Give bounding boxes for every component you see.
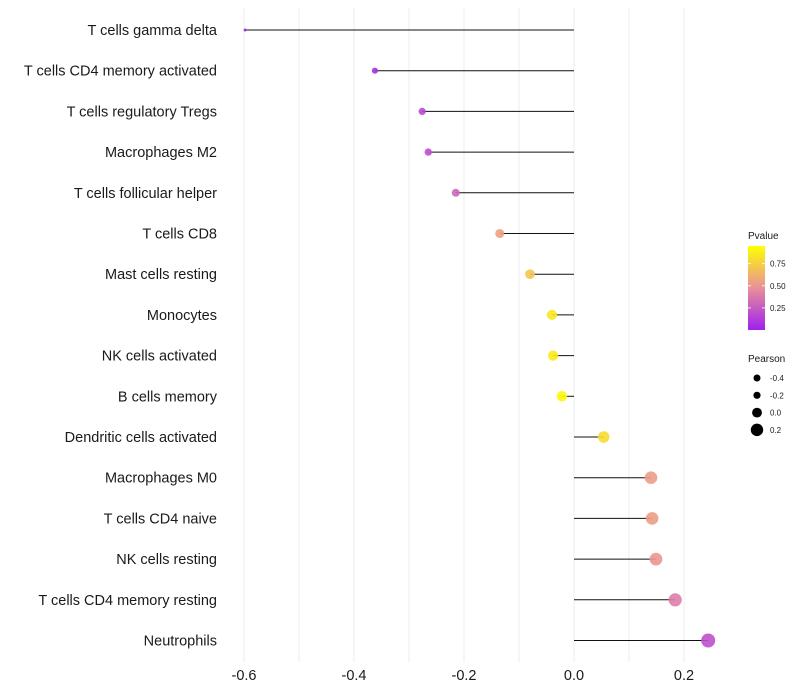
lollipop-point [644, 471, 658, 485]
grid-lines [243, 8, 685, 662]
category-label: NK cells activated [102, 349, 217, 365]
x-tick-label: -0.4 [342, 668, 367, 684]
size-legend-title: Pearson [748, 354, 785, 365]
size-legend-label: 0.2 [770, 426, 782, 435]
lollipop-point [546, 309, 558, 321]
category-label: T cells regulatory Tregs [67, 104, 217, 120]
lollipop-point [424, 148, 432, 156]
lollipop-point [645, 512, 659, 525]
category-label: B cells memory [118, 389, 218, 405]
color-legend-ticks: 0.75 0.50 0.25 [748, 260, 786, 313]
legend: Pvalue 0.75 0.50 0.25 Pearson -0.4 -0.2 0.0 0… [748, 231, 786, 437]
category-label: Macrophages M0 [105, 471, 217, 487]
lollipop-point [243, 28, 247, 32]
size-legend-dot [752, 407, 762, 418]
x-axis-labels: -0.6 -0.4 -0.2 0.0 0.2 [232, 668, 695, 684]
category-label: T cells gamma delta [88, 23, 218, 39]
lollipop-point [525, 269, 535, 280]
lollipop-point [547, 350, 559, 361]
color-legend-bar [748, 246, 765, 330]
size-legend-dot [753, 391, 761, 399]
y-axis-labels: T cells gamma delta T cells CD4 memory ac… [24, 23, 218, 650]
lollipop-points [243, 28, 716, 648]
lollipop-point [495, 228, 505, 239]
size-legend-label: -0.4 [770, 374, 784, 383]
lollipop-point [556, 391, 568, 402]
category-label: Monocytes [147, 308, 217, 324]
category-label: Neutrophils [144, 634, 217, 650]
color-legend-label: 0.75 [770, 260, 786, 269]
x-tick-label: 0.0 [564, 668, 584, 684]
category-label: T cells CD4 memory activated [24, 64, 217, 80]
size-legend-items: -0.4 -0.2 0.0 0.2 [750, 374, 784, 437]
category-label: T cells CD4 memory resting [38, 593, 217, 609]
lollipop-point [668, 593, 682, 607]
lollipop-stems [245, 29, 709, 641]
x-tick-label: -0.6 [232, 668, 257, 684]
color-legend-label: 0.50 [770, 282, 786, 291]
lollipop-point [597, 431, 610, 443]
lollipop-point [418, 107, 426, 116]
category-label: Macrophages M2 [105, 145, 217, 161]
color-legend-label: 0.25 [770, 304, 786, 313]
category-label: Mast cells resting [105, 267, 217, 283]
lollipop-point [649, 552, 663, 566]
size-legend-dot [753, 374, 761, 382]
x-tick-label: -0.2 [452, 668, 477, 684]
category-label: T cells CD8 [142, 227, 217, 243]
x-tick-label: 0.2 [674, 668, 694, 684]
category-label: T cells CD4 naive [104, 511, 217, 527]
size-legend-dot [750, 423, 764, 437]
category-label: NK cells resting [116, 552, 217, 568]
size-legend-label: -0.2 [770, 391, 784, 400]
lollipop-point [451, 188, 460, 197]
lollipop-point [371, 67, 378, 74]
category-label: T cells follicular helper [74, 186, 217, 202]
size-legend-label: 0.0 [770, 409, 782, 418]
color-legend-title: Pvalue [748, 231, 779, 242]
lollipop-point [701, 633, 716, 648]
category-label: Dendritic cells activated [65, 430, 217, 446]
